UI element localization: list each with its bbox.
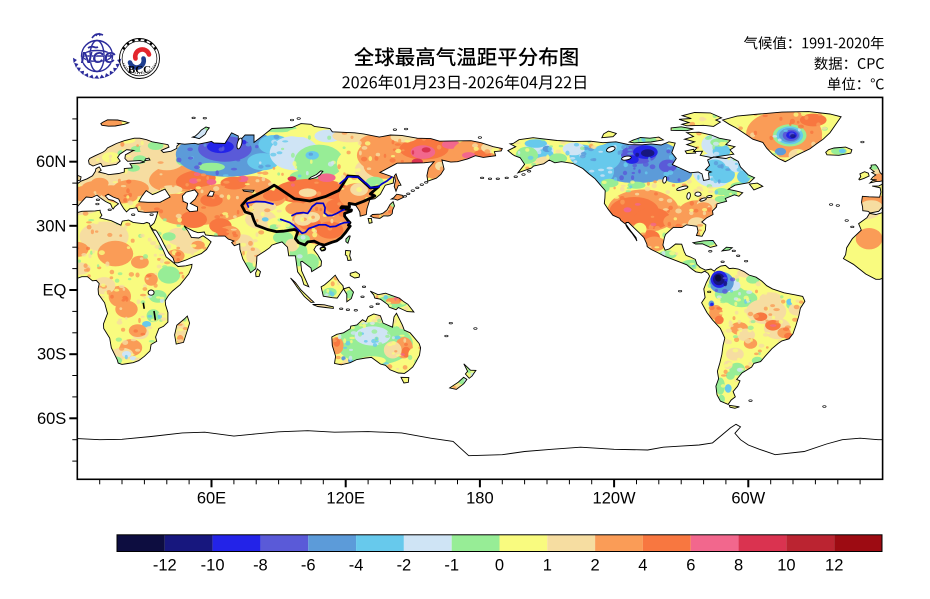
svg-text:8: 8 [734,557,743,575]
svg-text:60E: 60E [197,490,226,508]
svg-text:4: 4 [638,557,647,575]
svg-text:-2: -2 [397,557,412,575]
svg-text:BCC: BCC [128,64,151,76]
svg-text:-4: -4 [349,557,364,575]
svg-text:1: 1 [543,557,552,575]
svg-text:10: 10 [777,557,795,575]
svg-text:30N: 30N [36,217,66,235]
svg-text:12: 12 [825,557,843,575]
svg-text:120E: 120E [326,490,365,508]
svg-text:30S: 30S [37,346,66,364]
svg-text:-8: -8 [253,557,268,575]
svg-text:-1: -1 [444,557,459,575]
svg-text:-12: -12 [153,557,177,575]
svg-text:180: 180 [466,490,494,508]
svg-text:NCC: NCC [81,50,116,67]
svg-text:2: 2 [591,557,600,575]
svg-text:-10: -10 [201,557,225,575]
svg-text:6: 6 [686,557,695,575]
svg-text:120W: 120W [593,490,637,508]
svg-text:60W: 60W [731,490,765,508]
svg-text:0: 0 [495,557,504,575]
svg-text:60N: 60N [36,153,66,171]
svg-text:EQ: EQ [42,282,66,300]
svg-text:60S: 60S [37,410,66,428]
svg-text:-6: -6 [301,557,316,575]
